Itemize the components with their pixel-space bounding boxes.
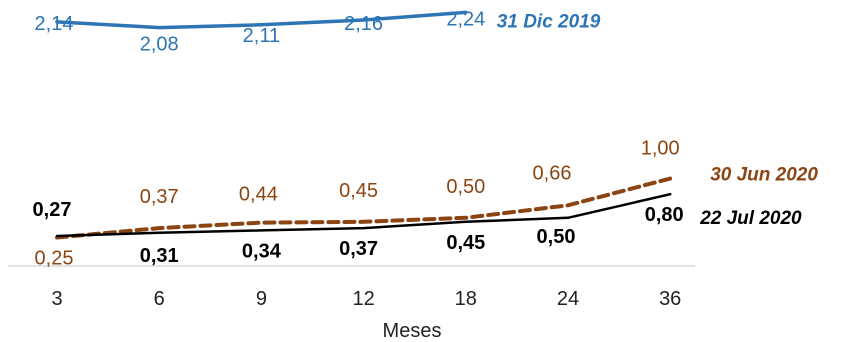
- x-tick-label: 3: [51, 288, 62, 310]
- series-2: 0,25 0,37 0,44 0,45 0,50 0,66 1,00 30 Jun 2020: [35, 138, 819, 270]
- data-label: 0,34: [242, 240, 282, 262]
- x-tick-label: 9: [256, 288, 267, 310]
- x-tick-label: 36: [659, 288, 681, 310]
- data-label: 1,00: [641, 138, 680, 160]
- x-tick-label: 18: [455, 288, 477, 310]
- data-label: 2,24: [446, 8, 485, 30]
- data-label: 0,37: [140, 186, 179, 208]
- series-3: 0,27 0,31 0,34 0,37 0,45 0,50 0,80 22 Jul 2020: [33, 192, 802, 267]
- series-line: [55, 176, 673, 240]
- data-label: 0,45: [339, 180, 378, 202]
- x-tick-label: 12: [352, 288, 374, 310]
- x-axis-title: Meses: [383, 320, 442, 342]
- data-label: 2,11: [243, 25, 280, 47]
- data-label: 0,66: [533, 162, 572, 184]
- data-label: 0,44: [239, 184, 278, 206]
- series-name-label: 31 Dic 2019: [497, 11, 601, 32]
- data-label: 0,31: [140, 245, 179, 267]
- series-name-label: 30 Jun 2020: [710, 165, 818, 186]
- data-label: 0,37: [339, 238, 378, 260]
- data-label: 0,45: [446, 232, 485, 254]
- data-label: 0,50: [446, 176, 485, 198]
- series-line: [55, 192, 672, 238]
- x-tick-labels: 3 6 9 12 18 24 36: [51, 288, 681, 310]
- x-tick-label: 6: [154, 288, 165, 310]
- data-label: 0,80: [645, 204, 684, 226]
- series-line: [55, 10, 468, 30]
- data-label: 2,14: [35, 13, 74, 35]
- data-label: 0,50: [537, 226, 576, 248]
- x-tick-label: 24: [557, 288, 579, 310]
- series-name-label: 22 Jul 2020: [699, 208, 802, 229]
- series-1: 2,14 2,08 2,11 2,16 2,24 31 Dic 2019: [35, 8, 601, 55]
- data-label: 0,25: [35, 248, 74, 270]
- data-label: 0,27: [33, 199, 72, 221]
- data-label: 2,16: [344, 13, 383, 35]
- data-label: 2,08: [140, 34, 179, 56]
